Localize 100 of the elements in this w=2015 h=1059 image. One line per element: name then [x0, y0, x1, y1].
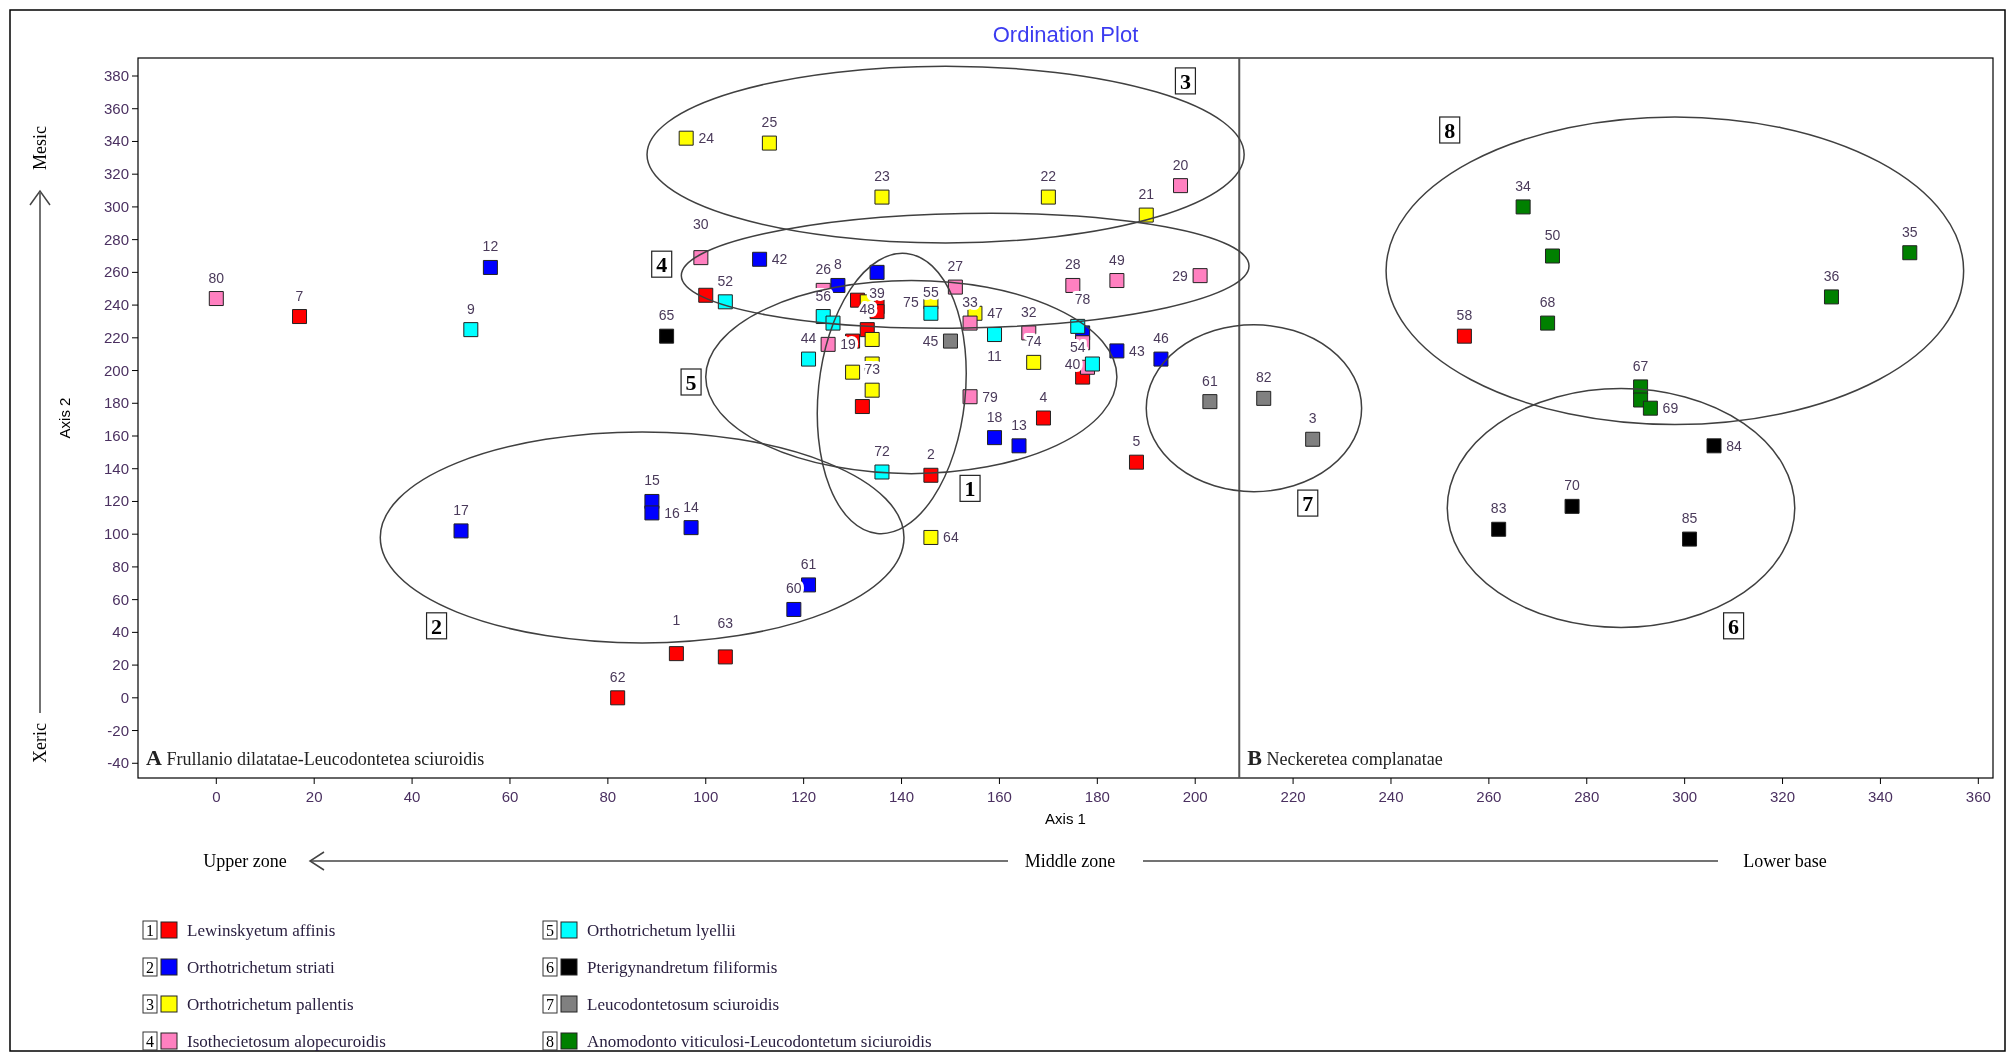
x-axis-title: Axis 1	[1045, 810, 1086, 827]
annotation: 1	[672, 611, 681, 628]
annotation: 42	[771, 251, 788, 268]
annotation: 21	[1138, 186, 1155, 203]
text: 5	[546, 922, 554, 939]
annotation: 1	[964, 476, 976, 502]
annotation: 12	[482, 238, 499, 255]
x-tick-label: 280	[1574, 788, 1600, 805]
annotation: 43	[1129, 342, 1145, 359]
point	[1515, 199, 1531, 215]
annotation: 70	[1564, 477, 1581, 494]
x-tick-label: 260	[1476, 788, 1502, 805]
point	[869, 264, 885, 280]
legend-label: Anomodonto viticulosi-Leucodontetum siciuroidis	[587, 1032, 932, 1051]
annotation: 28	[1065, 256, 1081, 273]
annotation: 4	[656, 252, 668, 278]
annotation: 26	[815, 261, 832, 278]
x-tick-label: 300	[1672, 788, 1698, 805]
annotation: 68	[1539, 294, 1556, 311]
annotation: 14	[683, 498, 700, 515]
annotation: 58	[1456, 307, 1473, 324]
y-tick-label: 20	[112, 656, 129, 674]
x-tick-label: 240	[1378, 788, 1404, 805]
text: Lower base	[1743, 851, 1827, 871]
annotation: 80	[208, 269, 225, 286]
annotation: 79	[982, 388, 999, 405]
annotation: 69	[1662, 400, 1679, 417]
point	[1706, 438, 1722, 454]
x-tick-label: 0	[212, 788, 221, 805]
annotation: 65	[658, 307, 675, 324]
point	[1109, 273, 1125, 289]
annotation: 48	[859, 300, 876, 317]
annotation: 9	[466, 300, 475, 317]
point	[801, 577, 817, 593]
x-tick-label: 140	[889, 788, 915, 805]
annotation: 35	[1902, 223, 1918, 240]
annotation: 75	[903, 293, 919, 310]
annotation: 85	[1681, 510, 1698, 527]
x-tick-label: 20	[305, 788, 323, 805]
point	[683, 520, 699, 536]
point	[1040, 189, 1056, 205]
annotation: 61	[800, 555, 817, 572]
point	[1128, 454, 1144, 470]
point	[1173, 178, 1189, 194]
annotation: 2	[431, 613, 443, 639]
annotation: 30	[693, 215, 709, 232]
annotation: 7	[295, 287, 304, 304]
point	[864, 331, 880, 347]
text: 1	[146, 922, 154, 939]
point	[482, 259, 498, 275]
y-tick-label: 100	[103, 525, 129, 543]
point	[1564, 498, 1580, 514]
y-tick-label: 260	[103, 263, 129, 281]
y-tick-label: 40	[112, 623, 129, 641]
annotation: 4	[1039, 389, 1048, 405]
annotation: 11	[987, 347, 1002, 364]
legend-label: Orthotrichetum striati	[187, 958, 336, 977]
y-tick-label: 200	[103, 361, 129, 379]
annotation: 2	[927, 446, 935, 463]
annotation: 60	[786, 580, 802, 597]
y-tick-label: 220	[103, 328, 129, 346]
legend-label: Lewinskyetum affinis	[187, 921, 336, 940]
point	[761, 135, 777, 151]
y-tick-label: 380	[103, 67, 129, 84]
point	[801, 351, 817, 367]
x-tick-label: 220	[1280, 788, 1306, 805]
annotation: 44	[800, 330, 817, 347]
x-tick-label: 180	[1084, 788, 1110, 805]
x-tick-label: 360	[1965, 788, 1991, 805]
annotation: 72	[874, 443, 890, 459]
point	[752, 251, 768, 267]
point	[1902, 245, 1918, 261]
annotation: 45	[922, 333, 939, 350]
text: 6	[546, 959, 554, 976]
annotation: 64	[943, 529, 959, 546]
point	[1084, 356, 1100, 372]
annotation: 84	[1726, 437, 1743, 454]
point	[463, 322, 479, 338]
annotation: 6	[1728, 613, 1740, 639]
y-tick-label: 120	[103, 492, 129, 510]
annotation: 39	[869, 285, 886, 302]
annotation: 18	[986, 408, 1003, 425]
y-tick-label: 340	[103, 132, 129, 150]
point	[1026, 354, 1042, 370]
point	[1192, 268, 1208, 284]
text: 4	[146, 1033, 154, 1050]
point	[1456, 328, 1472, 344]
point	[678, 130, 694, 146]
y-tick-label: -40	[107, 754, 129, 772]
annotation: 16	[664, 504, 680, 521]
annotation: 8	[834, 256, 843, 273]
annotation: 32	[1021, 303, 1037, 320]
point	[1642, 400, 1658, 416]
annotation: 46	[1153, 330, 1169, 347]
legend-label: Isothecietosum alopecuroidis	[187, 1032, 386, 1051]
legend-label: Orthotrichetum lyellii	[587, 921, 736, 940]
annotation: 52	[717, 272, 734, 289]
point	[845, 364, 861, 380]
annotation: 62	[609, 668, 626, 685]
x-tick-label: 160	[986, 788, 1012, 805]
